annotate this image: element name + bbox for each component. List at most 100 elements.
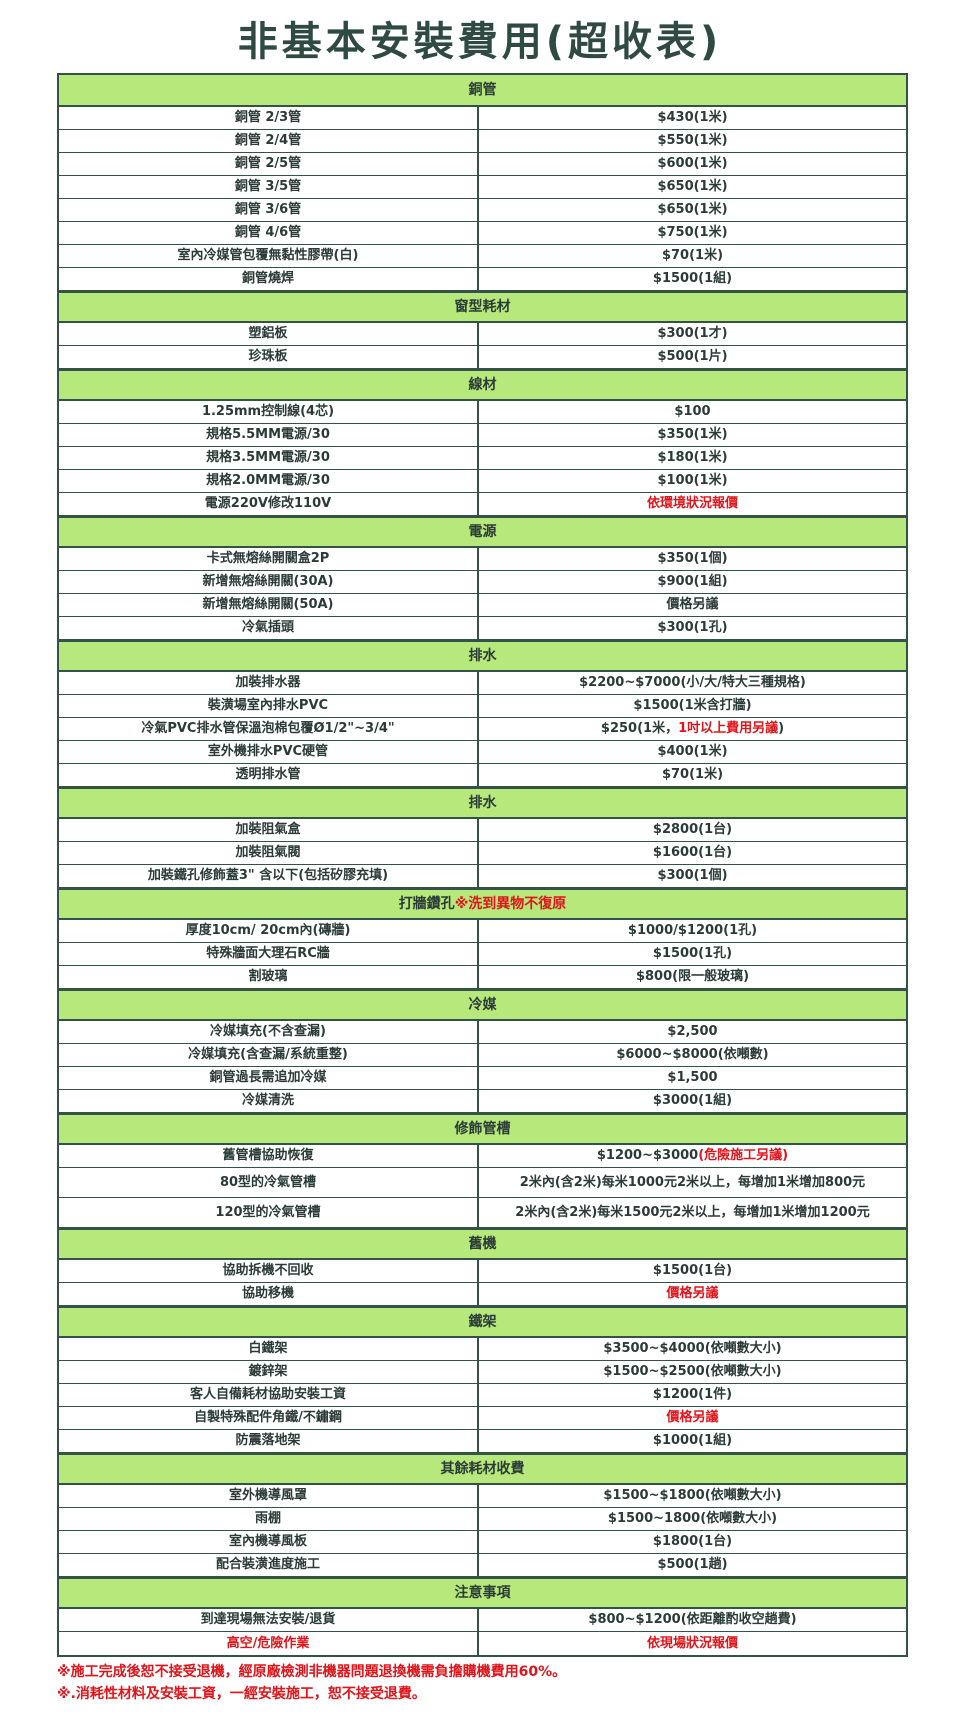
item-name: 割玻璃 bbox=[248, 969, 288, 984]
item-name: 室內機導風板 bbox=[228, 1534, 307, 1549]
item-name-cell: 室外機排水PVC硬管 bbox=[59, 741, 479, 763]
item-name: 加裝阻氣閥 bbox=[235, 845, 301, 860]
item-price: $70(1米) bbox=[661, 767, 724, 782]
item-price-cell: $300(1才) bbox=[479, 323, 906, 345]
item-price: $550(1米) bbox=[657, 133, 728, 148]
item-price: $1600(1台) bbox=[652, 845, 733, 860]
table-row: 客人自備耗材協助安裝工資 $1200(1件) bbox=[59, 1384, 906, 1407]
item-name-cell: 銅管 2/3管 bbox=[59, 107, 479, 129]
table-row: 冷媒清洗 $3000(1組) bbox=[59, 1090, 906, 1113]
item-name-cell: 室內冷媒管包覆無黏性膠帶(白) bbox=[59, 245, 479, 267]
item-name: 室外機排水PVC硬管 bbox=[207, 744, 329, 759]
item-price-cell: $2200~$7000(小/大/特大三種規格) bbox=[479, 672, 906, 694]
table-row: 室內冷媒管包覆無黏性膠帶(白) $70(1米) bbox=[59, 245, 906, 268]
item-price-cell: $70(1米) bbox=[479, 245, 906, 267]
table-row: 透明排水管 $70(1米) bbox=[59, 764, 906, 787]
item-name-cell: 裝潢場室內排水PVC bbox=[59, 695, 479, 717]
item-name: 規格2.0MM電源/30 bbox=[206, 473, 330, 488]
section-header: 電源 bbox=[59, 516, 906, 548]
item-price-highlight: 價格另議 bbox=[666, 1286, 719, 1301]
item-name: 協助移機 bbox=[241, 1286, 294, 1301]
item-name-cell: 到達現場無法安裝/退貨 bbox=[59, 1609, 479, 1631]
item-price: $6000~$8000(依噸數) bbox=[616, 1047, 769, 1062]
section-header: 銅管 bbox=[59, 75, 906, 107]
table-row: 加裝鐵孔修飾蓋3" 含以下(包括矽膠充填) $300(1個) bbox=[59, 865, 906, 888]
item-price-cell: 價格另議 bbox=[479, 1407, 906, 1429]
item-name-cell: 室外機導風罩 bbox=[59, 1485, 479, 1507]
section-title: 排水 bbox=[468, 647, 497, 664]
table-row: 銅管 3/5管 $650(1米) bbox=[59, 176, 906, 199]
item-name: 自製特殊配件角鐵/不鏽鋼 bbox=[194, 1410, 342, 1425]
table-row: 120型的冷氣管槽 2米內(含2米)每米1500元2米以上，每增加1米增加1200… bbox=[59, 1198, 906, 1228]
item-price: $1,500 bbox=[667, 1070, 718, 1085]
item-name-cell: 透明排水管 bbox=[59, 764, 479, 786]
section-header: 線材 bbox=[59, 369, 906, 401]
table-row: 白鐵架 $3500~$4000(依噸數大小) bbox=[59, 1338, 906, 1361]
item-name-cell: 加裝阻氣閥 bbox=[59, 842, 479, 864]
section-title: 舊機 bbox=[468, 1235, 497, 1252]
item-name: 銅管 3/5管 bbox=[234, 179, 302, 194]
item-price-cell: $1200(1件) bbox=[479, 1384, 906, 1406]
item-name-cell: 防震落地架 bbox=[59, 1430, 479, 1452]
item-price-cell: $1500~$2500(依噸數大小) bbox=[479, 1361, 906, 1383]
item-name: 雨棚 bbox=[254, 1511, 281, 1526]
item-price-cell: $1500~1800(依噸數大小) bbox=[479, 1508, 906, 1530]
item-name-cell: 銅管 3/5管 bbox=[59, 176, 479, 198]
item-price-cell: $500(1片) bbox=[479, 346, 906, 368]
item-name-cell: 規格5.5MM電源/30 bbox=[59, 424, 479, 446]
table-row: 銅管 2/5管 $600(1米) bbox=[59, 153, 906, 176]
item-price: $2,500 bbox=[667, 1024, 718, 1039]
item-name: 塑鋁板 bbox=[248, 326, 288, 341]
item-price-cell: $3500~$4000(依噸數大小) bbox=[479, 1338, 906, 1360]
item-price: $2800(1台) bbox=[652, 822, 733, 837]
item-price-cell: $600(1米) bbox=[479, 153, 906, 175]
item-name-cell: 雨棚 bbox=[59, 1508, 479, 1530]
table-row: 珍珠板 $500(1片) bbox=[59, 346, 906, 369]
table-row: 自製特殊配件角鐵/不鏽鋼 價格另議 bbox=[59, 1407, 906, 1430]
item-price: $1500(1孔) bbox=[652, 946, 733, 961]
section-title: 打牆鑽孔 bbox=[398, 895, 455, 912]
item-price-cell: 價格另議 bbox=[479, 1283, 906, 1305]
item-price-cell: $1500(1孔) bbox=[479, 943, 906, 965]
item-price: $900(1組) bbox=[657, 574, 728, 589]
item-name: 120型的冷氣管槽 bbox=[215, 1204, 321, 1220]
item-name-cell: 自製特殊配件角鐵/不鏽鋼 bbox=[59, 1407, 479, 1429]
item-price: $1000(1組) bbox=[652, 1433, 733, 1448]
item-price: $400(1米) bbox=[657, 744, 728, 759]
item-price-cell: $500(1趟) bbox=[479, 1554, 906, 1576]
item-name-cell: 加裝排水器 bbox=[59, 672, 479, 694]
item-price-cell: $1500~$1800(依噸數大小) bbox=[479, 1485, 906, 1507]
item-name-cell: 鍍鋅架 bbox=[59, 1361, 479, 1383]
item-name-cell: 銅管 4/6管 bbox=[59, 222, 479, 244]
table-row: 加裝排水器 $2200~$7000(小/大/特大三種規格) bbox=[59, 672, 906, 695]
item-price: $800~$1200(依距離酌收空趟費) bbox=[588, 1612, 797, 1627]
item-price-cell: $100(1米) bbox=[479, 470, 906, 492]
item-price-cell: $350(1米) bbox=[479, 424, 906, 446]
table-row: 冷氣PVC排水管保溫泡棉包覆Ø1/2"~3/4" $250(1米， 1吋以上費用另議… bbox=[59, 718, 906, 741]
item-price-cell: $100 bbox=[479, 401, 906, 423]
item-name: 銅管燒焊 bbox=[241, 271, 294, 286]
item-price-tail: ) bbox=[778, 721, 785, 736]
item-name-cell: 加裝阻氣盒 bbox=[59, 819, 479, 841]
item-name: 80型的冷氣管槽 bbox=[219, 1174, 317, 1190]
item-price-cell: $900(1組) bbox=[479, 571, 906, 593]
item-price: 價格另議 bbox=[666, 597, 719, 612]
item-price: $1200(1件) bbox=[652, 1387, 733, 1402]
table-row: 加裝阻氣閥 $1600(1台) bbox=[59, 842, 906, 865]
section-title: 銅管 bbox=[468, 81, 497, 98]
section-header: 排水 bbox=[59, 787, 906, 819]
item-name: 新增無熔絲開關(50A) bbox=[202, 597, 334, 612]
item-name-cell: 高空/危險作業 bbox=[59, 1632, 479, 1655]
item-price-cell: $250(1米， 1吋以上費用另議) bbox=[479, 718, 906, 740]
item-price-highlight: 價格另議 bbox=[666, 1410, 719, 1425]
item-price: $3500~$4000(依噸數大小) bbox=[603, 1341, 782, 1356]
item-name-cell: 銅管過長需追加冷媒 bbox=[59, 1067, 479, 1089]
item-name-cell: 冷媒清洗 bbox=[59, 1090, 479, 1112]
table-row: 室內機導風板 $1800(1台) bbox=[59, 1531, 906, 1554]
item-name-cell: 協助拆機不回收 bbox=[59, 1260, 479, 1282]
item-name-cell: 加裝鐵孔修飾蓋3" 含以下(包括矽膠充填) bbox=[59, 865, 479, 887]
item-price-cell: $1000(1組) bbox=[479, 1430, 906, 1452]
item-price-cell: $750(1米) bbox=[479, 222, 906, 244]
item-price-cell: $550(1米) bbox=[479, 130, 906, 152]
item-name: 冷氣PVC排水管保溫泡棉包覆Ø1/2"~3/4" bbox=[141, 721, 395, 736]
